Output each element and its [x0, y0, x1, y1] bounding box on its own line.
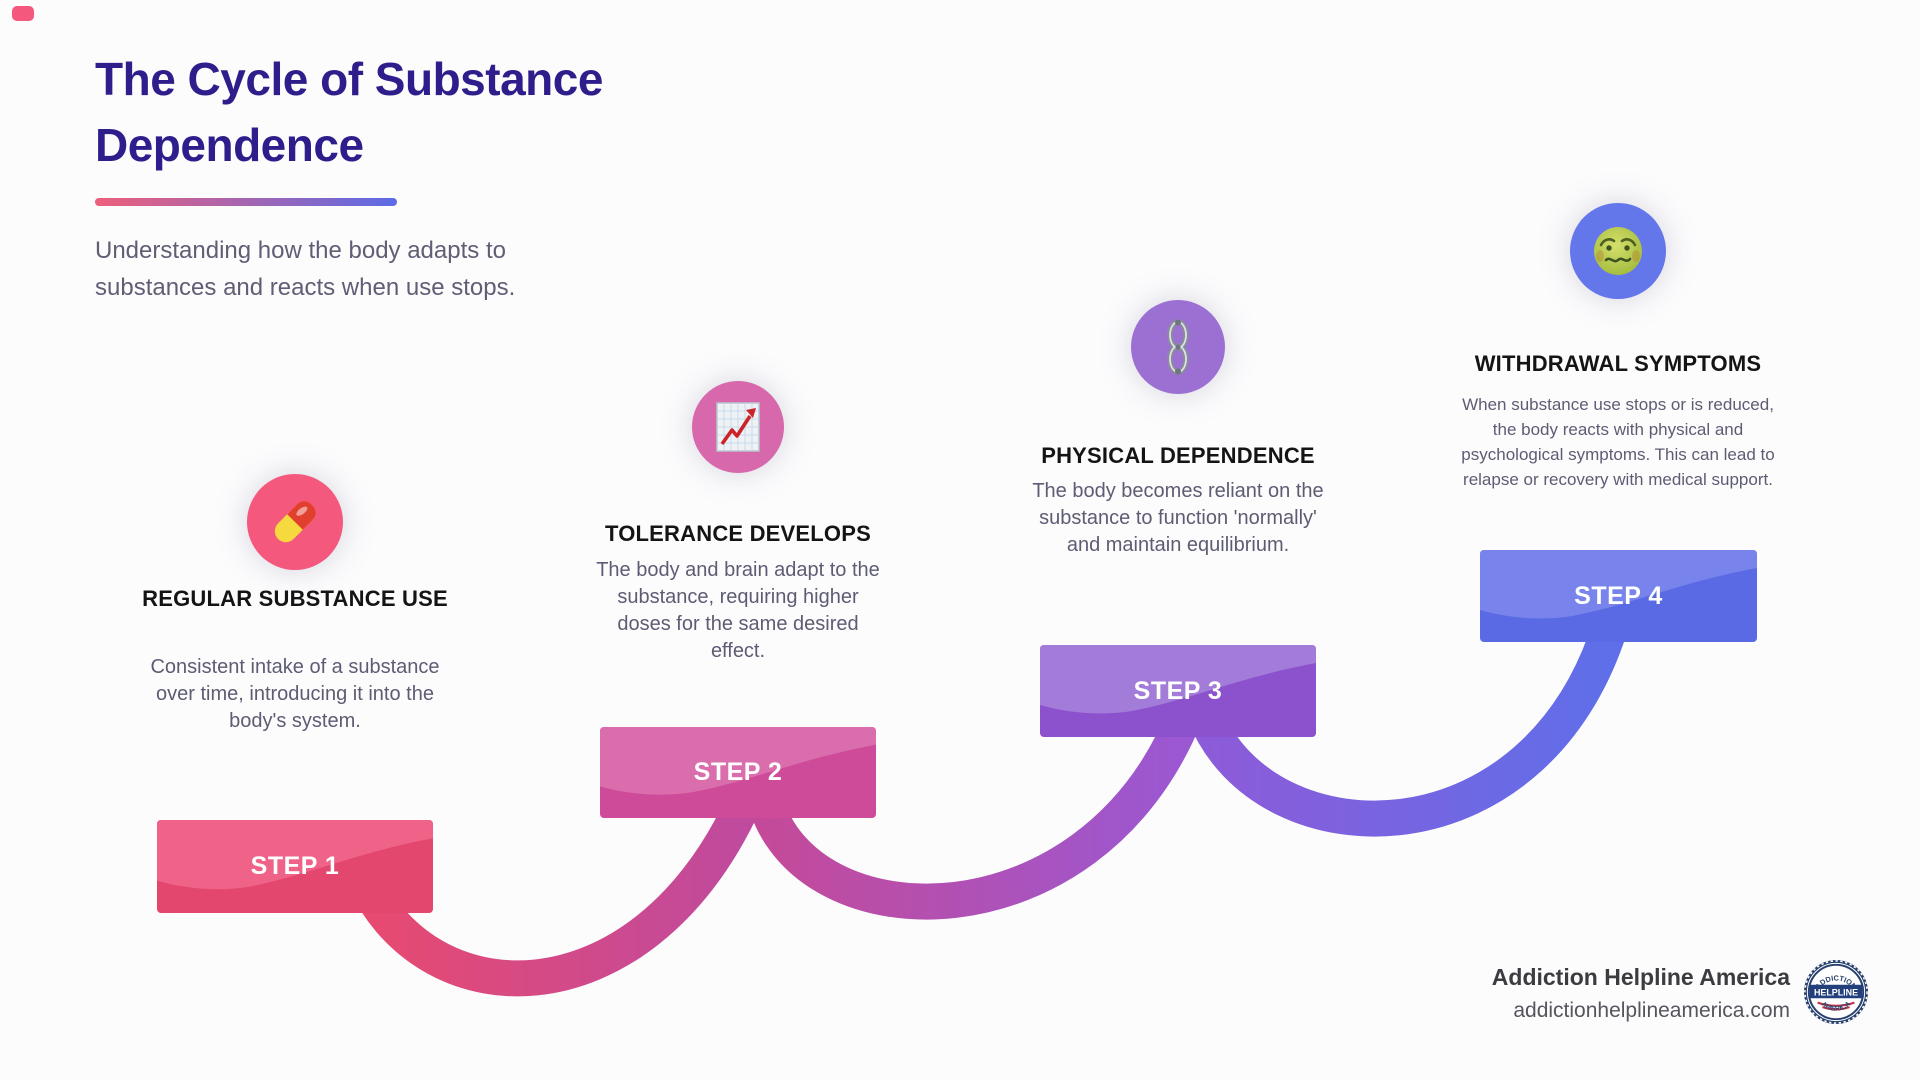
step1-icon-circle	[247, 474, 343, 570]
footer-website: addictionhelplineamerica.com	[1513, 999, 1790, 1022]
step2-banner-label: STEP 2	[693, 758, 783, 786]
step4-banner-label: STEP 4	[1574, 581, 1663, 610]
step1-banner-shine	[157, 820, 433, 890]
connector-step3-step4	[1188, 605, 1633, 837]
step4-description: When substance use stops or is reduced, …	[1461, 395, 1775, 489]
step1-heading: REGULAR SUBSTANCE USE	[142, 586, 448, 611]
step2-description: The body and brain adapt to the substanc…	[596, 559, 880, 662]
chains-icon	[1167, 319, 1189, 375]
svg-text:AMERICA: AMERICA	[1820, 1001, 1852, 1013]
connector-step1-step2	[343, 792, 762, 997]
page-title-line1: The Cycle of Substance	[95, 53, 603, 105]
logo-middle-text: HELPLINE	[1814, 987, 1858, 997]
step4-banner: STEP 4	[1480, 550, 1757, 642]
step3-banner-shine	[1040, 645, 1316, 714]
brand-logo-badge: ADDICTION AMERICA HELPLINE	[1803, 959, 1869, 1025]
step4-icon-circle	[1570, 203, 1666, 299]
page-title-line2: Dependence	[95, 119, 364, 171]
step2-heading: TOLERANCE DEVELOPS	[604, 521, 871, 546]
step1-banner-label: STEP 1	[250, 852, 340, 880]
step1-banner: STEP 1	[157, 820, 433, 913]
step3-heading: PHYSICAL DEPENDENCE	[1041, 443, 1315, 468]
step3-icon-circle	[1131, 300, 1225, 394]
step3-banner: STEP 3	[1040, 645, 1316, 737]
page-title: The Cycle of Substance Dependence	[95, 46, 603, 178]
step1-description: Consistent intake of a substance over ti…	[150, 656, 440, 732]
nauseated-face-icon	[1594, 227, 1642, 275]
footer-brand-name: Addiction Helpline America	[1491, 964, 1790, 990]
page-subtitle: Understanding how the body adapts to sub…	[95, 237, 516, 301]
step3-description: The body becomes reliant on the substanc…	[1032, 480, 1324, 556]
step4-banner-shine	[1480, 550, 1757, 619]
step3-banner-label: STEP 3	[1133, 676, 1223, 705]
step2-banner: STEP 2	[600, 727, 876, 818]
chart-increasing-icon	[716, 402, 760, 452]
corner-accent-dot	[12, 6, 34, 21]
step2-icon-circle	[692, 381, 784, 473]
step4-heading: WITHDRAWAL SYMPTOMS	[1474, 351, 1762, 376]
logo-bottom-text: AMERICA	[1820, 1001, 1852, 1013]
step2-banner-shine	[600, 727, 876, 795]
connector-step2-step3	[747, 708, 1202, 920]
title-underline	[95, 198, 397, 206]
pill-icon	[274, 501, 316, 543]
